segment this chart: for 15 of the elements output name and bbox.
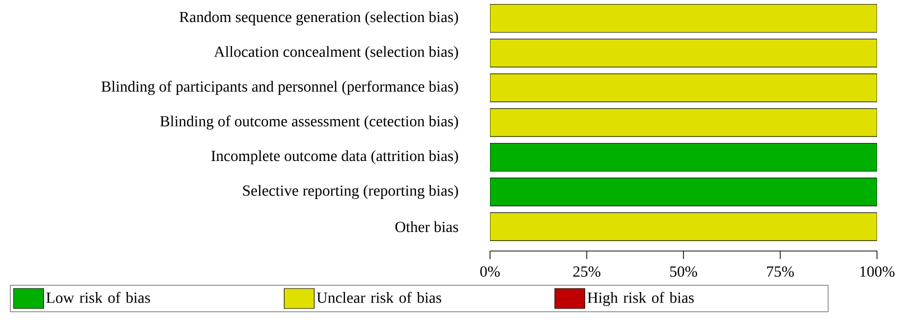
- legend-label: Unclear risk of bias: [316, 292, 442, 303]
- x-tick-label: 75%: [767, 266, 794, 277]
- x-tick-label: 50%: [670, 266, 698, 277]
- legend-label: High risk of bias: [588, 292, 694, 306]
- x-tick-label: 25%: [573, 266, 600, 277]
- x-tick-label: 100%: [860, 266, 894, 277]
- y-tick-label: Blinding of participants and personnel (performance bias): [101, 80, 458, 95]
- y-tick-label: Allocation concealment (selection bias): [214, 46, 458, 60]
- y-tick-label: Incomplete outcome data (attrition bias): [211, 150, 458, 164]
- x-tick-label: 0%: [480, 266, 500, 277]
- y-tick-label: Selective reporting (reporting bias): [243, 184, 458, 199]
- y-tick-label: Blinding of outcome assessment (cetection bias): [160, 115, 458, 130]
- y-tick-label: Other bias: [395, 221, 458, 232]
- y-tick-label: Random sequence generation (selection bias): [180, 11, 458, 26]
- legend-label: Low risk of bias: [46, 292, 150, 303]
